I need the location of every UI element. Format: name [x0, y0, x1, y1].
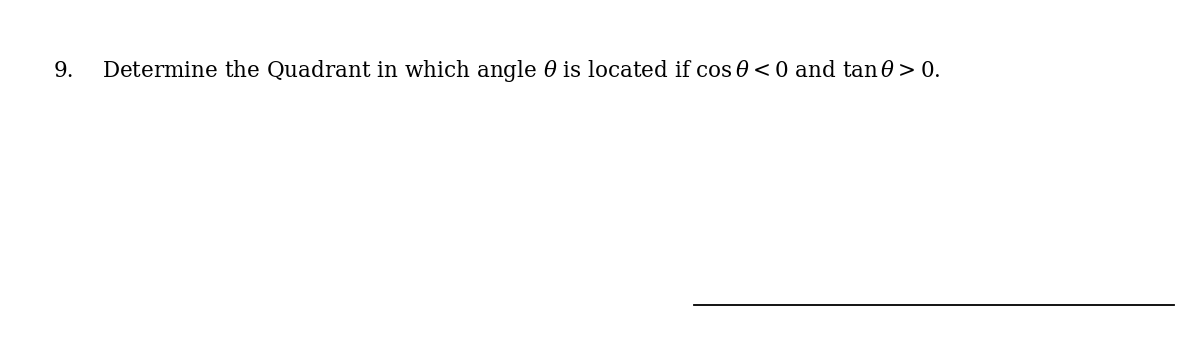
Text: 9.: 9.	[54, 60, 74, 82]
Text: Determine the Quadrant in which angle $\theta$ is located if $\cos\theta < 0$ an: Determine the Quadrant in which angle $\…	[102, 58, 941, 84]
